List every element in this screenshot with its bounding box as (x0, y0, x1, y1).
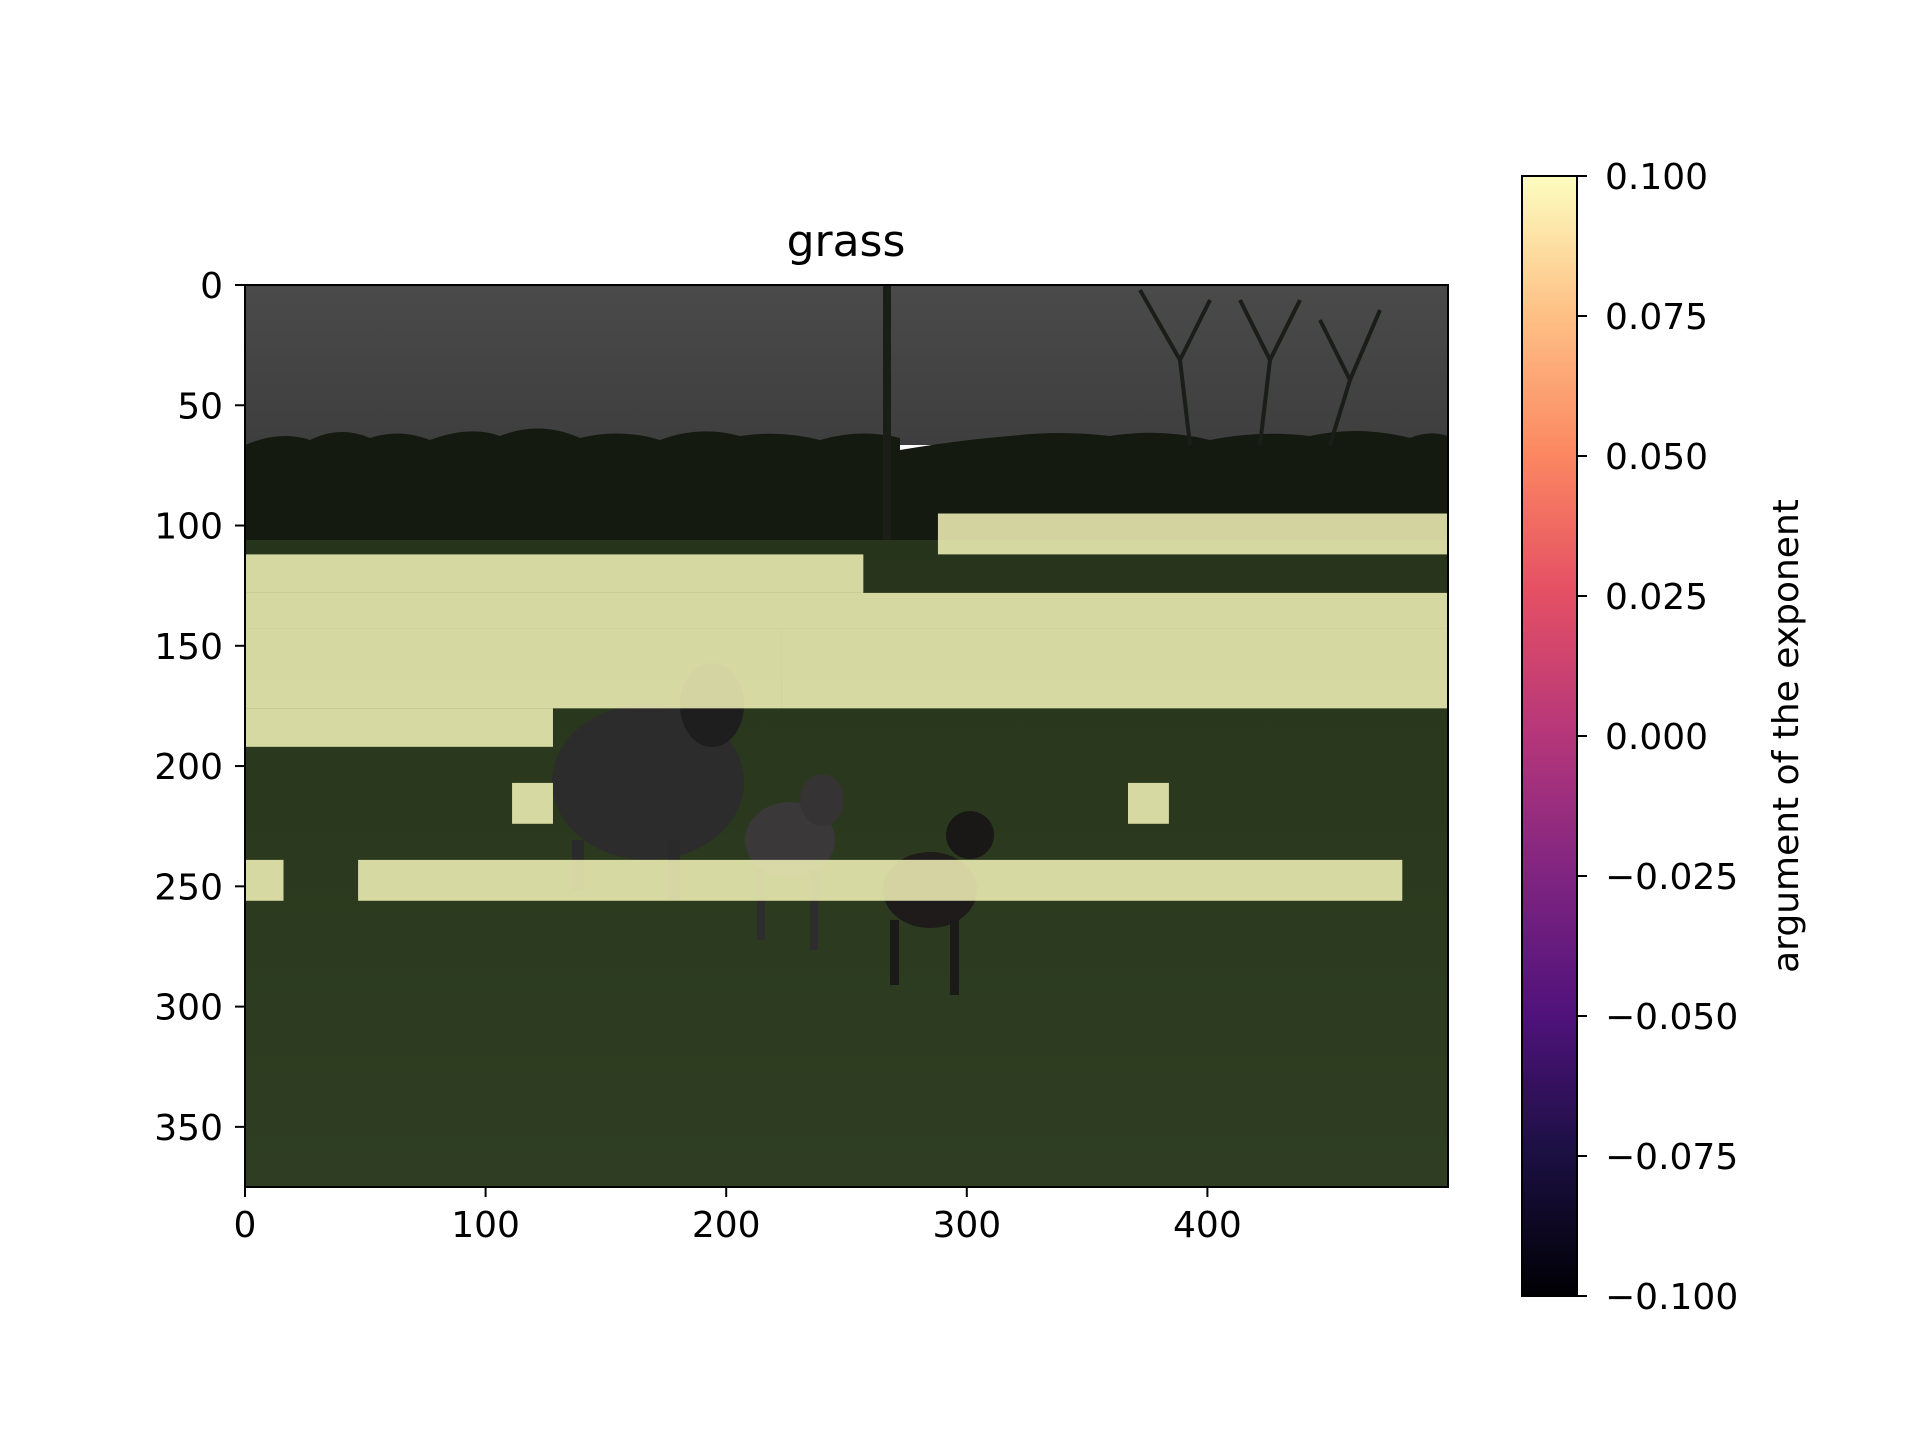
lamb1-head (800, 774, 844, 826)
chart-title: grass (787, 216, 906, 267)
colorbar-tick-label: 0.100 (1605, 157, 1708, 198)
overlay-region-3 (781, 628, 1448, 709)
utility-pole (883, 285, 891, 555)
y-tick-label: 50 (177, 386, 223, 427)
x-tick-label: 400 (1173, 1205, 1242, 1246)
colorbar-tick-label: 0.050 (1605, 437, 1708, 478)
colorbar-tick-label: −0.025 (1605, 857, 1738, 898)
x-tick-label: 300 (932, 1205, 1001, 1246)
y-tick-label: 250 (154, 867, 223, 908)
overlay-region-0 (937, 513, 1448, 555)
colorbar-ticks: 0.100 0.075 0.050 0.025 0.000 −0.025 −0.050 −0.… (1577, 157, 1738, 1318)
colorbar-tick-label: −0.075 (1605, 1137, 1738, 1178)
overlay-region-9 (358, 859, 1403, 901)
colorbar-tick-label: 0.075 (1605, 297, 1708, 338)
y-tick-label: 0 (200, 266, 223, 307)
x-axis: 0 100 200 300 400 (234, 1187, 1242, 1246)
overlay-region-7 (1128, 782, 1169, 824)
x-tick-label: 0 (234, 1205, 257, 1246)
colorbar-label: argument of the exponent (1766, 499, 1807, 973)
colorbar-tick-label: 0.025 (1605, 577, 1708, 618)
colorbar-tick-label: −0.100 (1605, 1277, 1738, 1318)
overlay-region-8 (245, 859, 284, 901)
overlay-region-4 (245, 628, 782, 709)
y-tick-label: 350 (154, 1108, 223, 1149)
overlay-region-1 (245, 554, 864, 593)
y-tick-label: 300 (154, 988, 223, 1029)
colorbar-tick-label: −0.050 (1605, 997, 1738, 1038)
x-tick-label: 200 (692, 1205, 761, 1246)
colorbar (1521, 175, 1578, 1297)
y-tick-label: 150 (154, 627, 223, 668)
x-tick-label: 100 (451, 1205, 520, 1246)
overlay-region-2 (245, 592, 1448, 629)
bare-trees (1138, 289, 1382, 446)
ewe-body (552, 704, 744, 860)
overlay-region-5 (245, 708, 553, 747)
overlay-regions (245, 513, 1448, 901)
overlay-region-6 (512, 782, 553, 824)
plot-frame (244, 284, 1449, 1188)
y-tick-label: 200 (154, 747, 223, 788)
y-tick-label: 100 (154, 507, 223, 548)
lamb2-head (946, 811, 994, 859)
y-axis: 0 50 100 150 200 250 300 350 (154, 266, 245, 1149)
colorbar-tick-label: 0.000 (1605, 717, 1708, 758)
